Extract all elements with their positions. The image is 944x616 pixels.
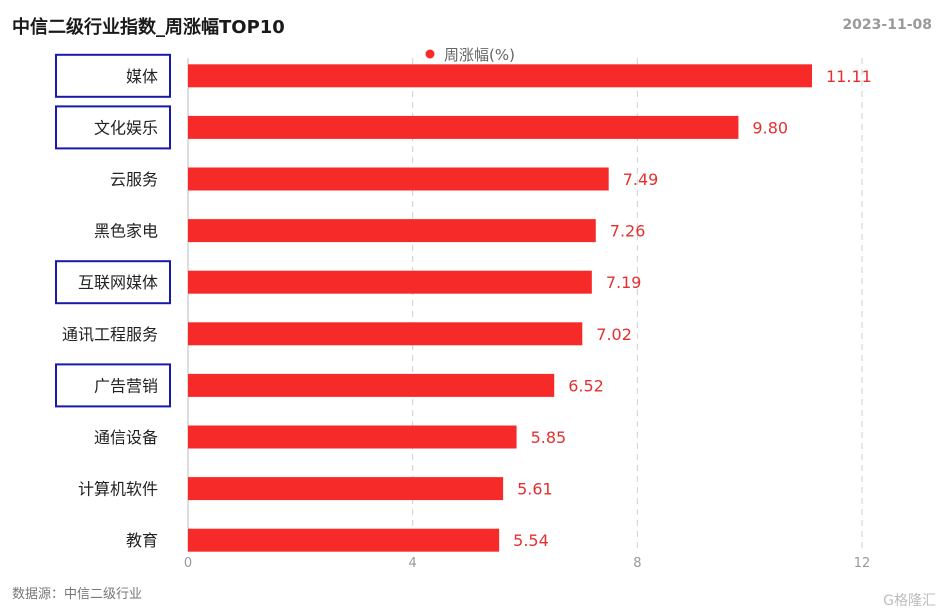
legend: 周涨幅(%)	[425, 46, 515, 64]
x-tick-label: 4	[409, 556, 417, 571]
category-label: 计算机软件	[78, 480, 158, 499]
category-label: 文化娱乐	[94, 118, 158, 137]
category-label: 教育	[126, 531, 158, 550]
value-label: 7.49	[623, 170, 659, 189]
bar	[188, 425, 517, 449]
value-label: 5.85	[531, 428, 567, 447]
chart-title: 中信二级行业指数_周涨幅TOP10	[12, 17, 285, 38]
bar	[188, 219, 596, 243]
bar	[188, 528, 500, 552]
value-label: 11.11	[826, 67, 872, 86]
bar	[188, 115, 739, 139]
highlight-box	[55, 363, 171, 408]
x-tick-label: 0	[184, 556, 192, 571]
value-label: 5.61	[517, 480, 553, 499]
category-label: 通信设备	[94, 428, 158, 447]
grid-lines	[187, 58, 863, 552]
x-tick-label: 12	[854, 556, 871, 571]
value-label: 5.54	[513, 531, 549, 550]
x-tick-label: 8	[633, 556, 641, 571]
value-label: 9.80	[752, 118, 788, 137]
bar	[188, 322, 583, 346]
bar	[188, 373, 555, 397]
legend-label: 周涨幅(%)	[444, 46, 515, 64]
chart-date: 2023-11-08	[842, 17, 932, 33]
value-label: 6.52	[568, 376, 604, 395]
highlight-boxes	[55, 53, 171, 408]
category-label: 云服务	[110, 170, 158, 189]
bars	[188, 64, 813, 552]
highlight-box	[55, 53, 171, 98]
legend-marker	[425, 49, 435, 59]
bar	[188, 270, 592, 294]
category-label: 黑色家电	[94, 222, 158, 241]
category-label: 媒体	[126, 67, 158, 86]
value-label: 7.19	[606, 273, 642, 292]
data-source: 数据源：中信二级行业	[12, 587, 143, 602]
value-labels: 11.11 9.80 7.49 7.26 7.19 7.02 6.52 5.85 5.61 5.5…	[513, 67, 872, 550]
category-label: 通讯工程服务	[62, 325, 158, 344]
value-label: 7.02	[596, 325, 632, 344]
category-label: 广告营销	[94, 376, 158, 395]
bar	[188, 477, 504, 501]
brand-logo: G格隆汇	[883, 593, 936, 609]
bar	[188, 64, 813, 88]
x-axis-ticks: 0 4 8 12	[184, 556, 870, 571]
highlight-box	[55, 260, 171, 305]
value-label: 7.26	[610, 222, 646, 241]
category-label: 互联网媒体	[78, 273, 158, 292]
bar	[188, 167, 609, 191]
highlight-box	[55, 105, 171, 150]
